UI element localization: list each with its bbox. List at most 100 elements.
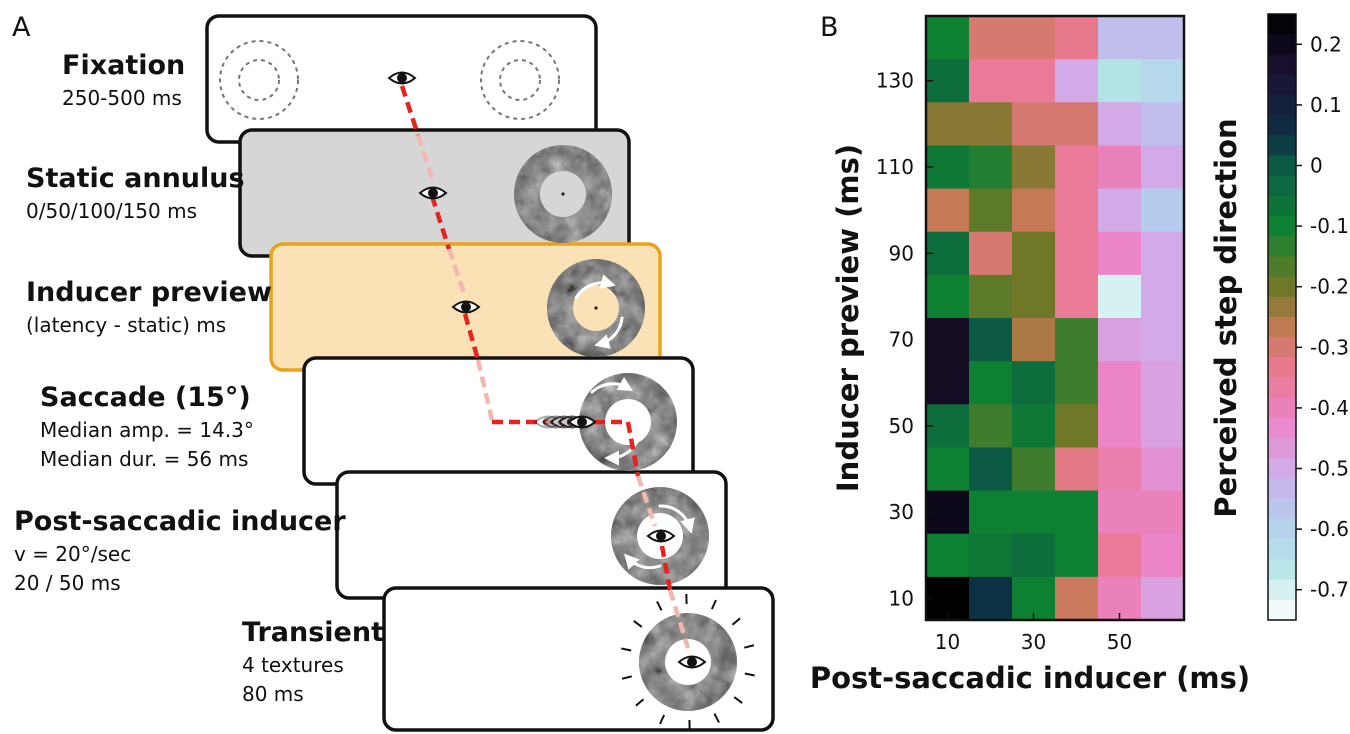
heatmap-cell	[926, 447, 970, 492]
heatmap-cell	[926, 404, 970, 449]
heatmap-cell	[1055, 274, 1099, 319]
heatmap-cell	[1055, 145, 1099, 190]
heatmap-cell	[1012, 102, 1056, 147]
colorbar-frame	[1267, 13, 1297, 621]
y-tick-label: 50	[889, 414, 914, 438]
colorbar-swatch	[1268, 74, 1296, 96]
heatmap-cell	[1141, 16, 1185, 60]
colorbar-swatch	[1268, 539, 1296, 560]
heatmap-cell	[926, 490, 970, 535]
heatmap-cell	[1012, 188, 1056, 233]
rotation-arrow-icon	[574, 274, 624, 349]
dashed-ring-icon	[219, 40, 299, 120]
heatmap-cell	[1098, 188, 1142, 233]
y-axis-title: Inducer preview (ms)	[831, 144, 865, 492]
stage-title: Fixation	[62, 50, 185, 81]
colorbar-swatch	[1268, 276, 1296, 298]
flash-ticks-icon	[621, 593, 755, 731]
eye-icons	[387, 71, 707, 669]
colorbar-swatch	[1268, 337, 1296, 358]
colorbar-swatch	[1268, 317, 1296, 338]
heatmap-cell	[1141, 102, 1185, 147]
heatmap-cell	[1141, 533, 1185, 578]
heatmap-cell	[926, 102, 970, 147]
x-axis-ticks: 10 30 50	[935, 613, 1132, 654]
texture-annulus-icon	[547, 259, 645, 357]
heatmap-cell	[969, 361, 1013, 405]
heatmap-cell	[926, 145, 970, 190]
colorbar-tick-label: -0.7	[1310, 578, 1349, 602]
colorbar-ticks: 0.2 0.1 0 -0.1 -0.2 -0.3 -0.4 -0.5 -0.6 -0.7	[1296, 32, 1349, 602]
stage-title: Transient	[242, 617, 384, 648]
colorbar-swatch	[1268, 236, 1296, 257]
colorbar-swatch	[1268, 559, 1296, 581]
colorbar-swatch	[1268, 135, 1296, 156]
heatmap-cell	[1141, 231, 1185, 276]
heatmap-cell	[1098, 231, 1142, 276]
heatmap-cell	[1055, 16, 1099, 60]
heatmap-cell	[1141, 576, 1185, 621]
eye-icon	[418, 186, 448, 200]
x-tick-label: 50	[1107, 630, 1132, 654]
heatmap-cell	[1098, 318, 1142, 362]
dashed-ring-icon	[480, 40, 560, 120]
x-tick-label: 30	[1021, 630, 1046, 654]
heatmap-cell	[1098, 404, 1142, 449]
heatmap-cell	[969, 404, 1013, 449]
heatmap-cell	[1098, 490, 1142, 535]
colorbar-swatch	[1268, 579, 1296, 601]
colorbar-tick-label: -0.2	[1310, 275, 1349, 299]
heatmap-cell	[1012, 490, 1056, 535]
heatmap-cell	[1141, 490, 1185, 535]
stage-detail: 20 / 50 ms	[14, 571, 121, 595]
colorbar-swatch	[1268, 34, 1296, 55]
heatmap-cell	[969, 59, 1013, 103]
heatmap-cell	[1012, 404, 1056, 449]
heatmap-cell	[1055, 404, 1099, 449]
heatmap-cell	[1098, 145, 1142, 190]
stage-detail: 0/50/100/150 ms	[26, 199, 197, 223]
heatmap-cell	[1055, 59, 1099, 103]
stage-title: Post-saccadic inducer	[14, 506, 346, 537]
colorbar-swatch	[1268, 377, 1296, 399]
heatmap-cell	[1098, 361, 1142, 405]
colorbar-swatch	[1268, 519, 1296, 540]
heatmap-cell	[1055, 447, 1099, 492]
y-tick-label: 10	[889, 586, 914, 610]
colorbar-title: Perceived step direction	[1209, 118, 1243, 517]
heatmap-cell	[1055, 361, 1099, 405]
colorbar-swatch	[1268, 397, 1296, 419]
heatmap-cell	[1055, 490, 1099, 535]
panel-a: A	[12, 12, 775, 732]
colorbar-swatch	[1268, 175, 1296, 197]
colorbar-swatch	[1268, 54, 1296, 76]
heatmap-cell	[1055, 318, 1099, 362]
colorbar-tick-label: -0.4	[1310, 396, 1349, 420]
heatmap-cell	[1012, 274, 1056, 319]
heatmap-cell	[1098, 274, 1142, 319]
colorbar-tick-label: -0.1	[1310, 214, 1349, 238]
colorbar-swatch	[1268, 599, 1296, 621]
colorbar-tick-label: -0.6	[1310, 517, 1349, 541]
colorbar-swatch	[1268, 14, 1296, 35]
colorbar-swatch	[1268, 418, 1296, 439]
colorbar-swatch	[1268, 498, 1296, 520]
stage-title: Inducer preview	[26, 277, 272, 308]
colorbar-swatch	[1268, 155, 1296, 177]
heatmap-cell	[1141, 404, 1185, 449]
y-tick-label: 130	[876, 69, 914, 93]
heatmap-cell	[1012, 447, 1056, 492]
stage-detail: Median amp. = 14.3°	[40, 418, 254, 442]
heatmap-cell	[969, 102, 1013, 147]
heatmap-cell	[1012, 145, 1056, 190]
heatmap-cells	[926, 16, 1185, 621]
colorbar-tick-label: -0.5	[1310, 457, 1349, 481]
colorbar-swatch	[1268, 256, 1296, 278]
heatmap-cell	[969, 576, 1013, 621]
panel-b: B 130 110 90 70 50 30 10 10 30 50 Inducer previe…	[810, 12, 1349, 695]
heatmap-cell	[1055, 576, 1099, 621]
colorbar-swatch	[1268, 296, 1296, 318]
heatmap-cell	[1055, 231, 1099, 276]
heatmap-cell	[1098, 102, 1142, 147]
